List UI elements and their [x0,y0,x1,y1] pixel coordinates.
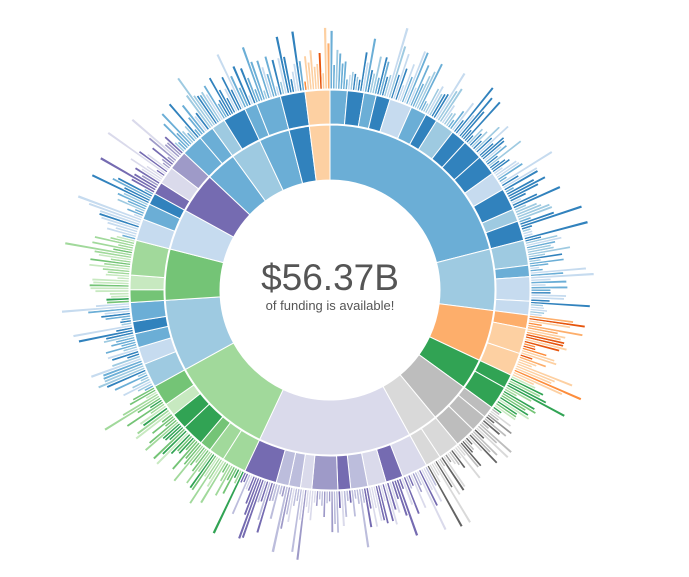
middle-ring [129,89,531,491]
total-funding-caption: of funding is available! [265,298,395,313]
inner-ring [164,124,496,456]
middle-segment [129,289,165,304]
middle-segment [495,276,531,302]
middle-segment [311,454,339,491]
outer-segment [326,42,331,90]
inner-segment [308,124,331,182]
total-funding-value: $56.37B [261,257,399,298]
outer-ring [60,26,595,561]
middle-segment [304,89,331,126]
inner-segment [259,385,411,456]
